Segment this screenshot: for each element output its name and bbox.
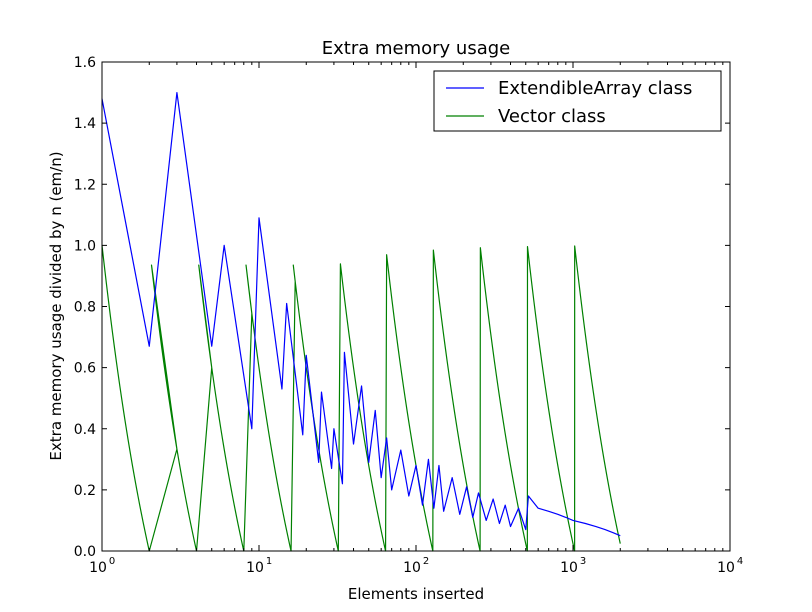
x-tick-exponent: 3	[580, 556, 586, 567]
chart-title: Extra memory usage	[322, 38, 510, 59]
y-tick-label: 1.4	[74, 116, 96, 132]
x-tick-label: 10	[403, 560, 421, 576]
legend-label-vector: Vector class	[498, 106, 606, 127]
x-tick-exponent: 4	[737, 556, 743, 567]
y-tick-label: 1.2	[74, 177, 96, 193]
plot-area-background	[102, 62, 730, 551]
x-tick-label: 10	[246, 560, 264, 576]
y-tick-label: 0.4	[74, 422, 96, 438]
x-tick-label: 10	[560, 560, 578, 576]
legend-label-extendiblearray: ExtendibleArray class	[498, 78, 692, 99]
x-axis-label: Elements inserted	[348, 585, 484, 603]
y-tick-label: 1.6	[74, 55, 96, 71]
tick-layer: 0.00.20.40.60.81.01.21.41.610 0 10 1 10 2 10 3 1…	[74, 55, 743, 576]
series-line-vector	[101, 245, 621, 552]
x-tick-exponent: 1	[266, 556, 272, 567]
y-axis-label: Extra memory usage divided by n (em/n)	[47, 151, 65, 460]
x-tick-label: 10	[717, 560, 735, 576]
series-layer	[101, 91, 621, 552]
x-tick-label: 10	[89, 560, 107, 576]
x-tick-exponent: 2	[423, 556, 429, 567]
y-tick-label: 0.6	[74, 361, 96, 377]
y-tick-label: 1.0	[74, 238, 96, 254]
series-line-extendiblearray	[101, 91, 621, 537]
y-tick-label: 0.8	[74, 300, 96, 316]
legend: ExtendibleArray class Vector class	[433, 70, 722, 132]
legend-box	[433, 70, 722, 132]
y-tick-label: 0.0	[74, 544, 96, 560]
y-tick-label: 0.2	[74, 483, 96, 499]
x-tick-exponent: 0	[109, 556, 115, 567]
